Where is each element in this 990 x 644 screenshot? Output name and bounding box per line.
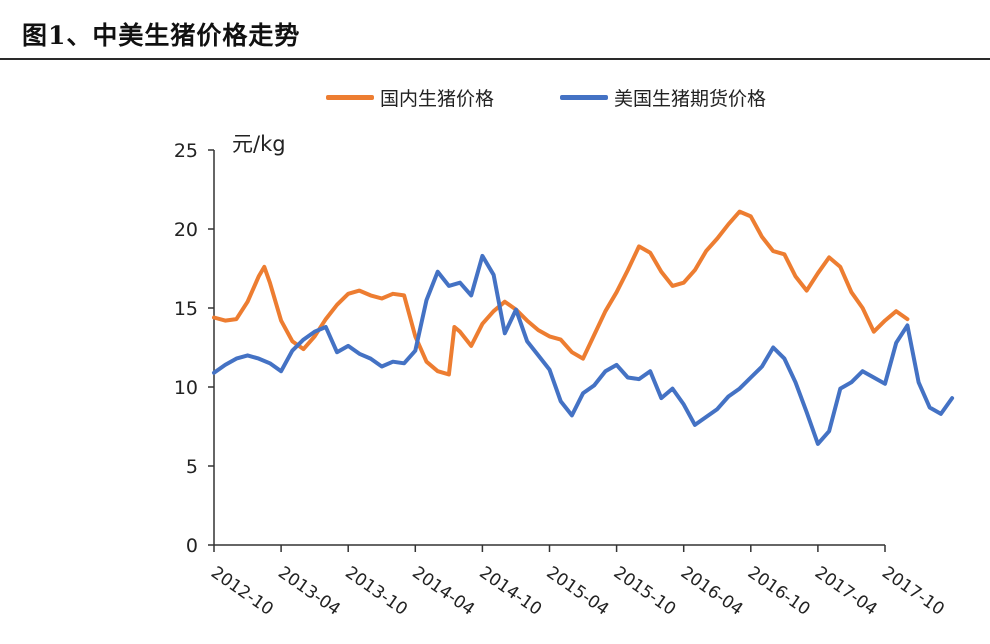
figure-header: 图1、中美生猪价格走势	[0, 0, 990, 64]
chart-series	[212, 209, 955, 446]
chart-tick-labels: 05101520252012-102013-042013-102014-0420…	[174, 140, 948, 620]
y-tick-label: 15	[174, 298, 198, 320]
x-tick-label: 2015-10	[610, 563, 680, 620]
chart-legend: 国内生猪价格 美国生猪期货价格	[0, 84, 990, 114]
series-line-domestic	[212, 209, 910, 377]
legend-swatch-domestic	[326, 95, 374, 100]
x-tick-label: 2017-10	[878, 563, 948, 620]
y-tick-label: 25	[174, 140, 198, 162]
y-tick-label: 10	[174, 377, 198, 399]
legend-item-us-futures: 美国生猪期货价格	[560, 84, 766, 111]
legend-item-domestic: 国内生猪价格	[326, 84, 494, 111]
y-tick-label: 5	[186, 456, 198, 478]
y-axis-unit-label: 元/kg	[232, 132, 286, 156]
x-tick-label: 2014-10	[476, 563, 546, 620]
legend-swatch-us-futures	[560, 95, 608, 100]
legend-label-us-futures: 美国生猪期货价格	[614, 88, 767, 110]
x-tick-label: 2013-04	[274, 563, 344, 620]
x-tick-label: 2012-10	[207, 563, 277, 620]
x-tick-label: 2015-04	[543, 563, 613, 620]
legend-label-domestic: 国内生猪价格	[380, 88, 495, 110]
x-tick-label: 2016-10	[744, 563, 814, 620]
figure-title: 图1、中美生猪价格走势	[22, 21, 301, 50]
x-tick-label: 2017-04	[811, 563, 881, 620]
y-tick-label: 20	[174, 219, 198, 241]
y-tick-label: 0	[186, 535, 198, 557]
x-tick-label: 2014-04	[408, 563, 478, 620]
x-tick-label: 2016-04	[677, 563, 747, 620]
x-tick-label: 2013-10	[341, 563, 411, 620]
series-line-us-futures	[212, 253, 955, 446]
chart-axes	[208, 149, 886, 552]
title-divider	[0, 58, 990, 60]
